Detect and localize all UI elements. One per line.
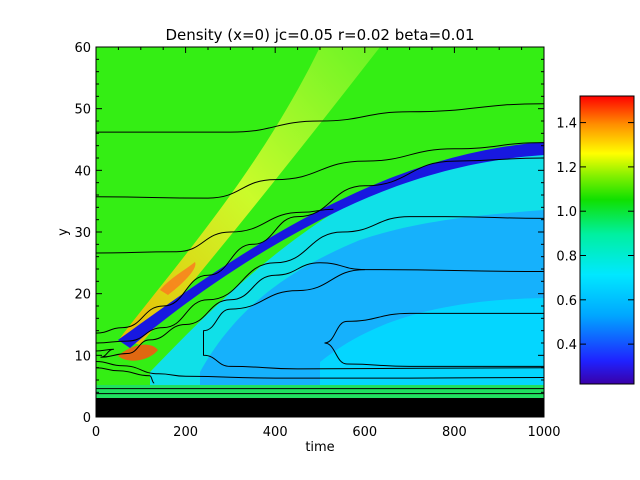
contour-line-front-upper [96, 208, 334, 254]
colorbar: 0.4 0.6 0.8 1.0 1.2 1.4 [556, 95, 635, 385]
contour-line-lower-a [96, 361, 544, 379]
colorbar-tick-label: 0.4 [556, 338, 577, 353]
colorbar-tick-label: 1.2 [556, 161, 577, 176]
contour-line-lower-b [96, 367, 155, 384]
red-spot [118, 344, 158, 361]
y-tick-label: 20 [74, 288, 91, 303]
colorbar-frame [579, 95, 635, 385]
x-tick-label: 400 [263, 425, 288, 440]
contour-line-upper-flat [96, 103, 544, 133]
contour-line-core-b [202, 269, 544, 370]
colorbar-tick-label: 0.6 [556, 294, 577, 309]
contour-lines [96, 103, 544, 414]
plot-area [96, 47, 544, 417]
chart-title: Density (x=0) jc=0.05 r=0.02 beta=0.01 [165, 26, 474, 44]
lower-green-strip [96, 385, 544, 398]
x-axis-label: time [305, 440, 334, 455]
x-tick-label: 800 [442, 425, 467, 440]
contour-line-inner-left [96, 262, 544, 358]
y-axis-label: y [56, 228, 71, 236]
colorbar-tick-label: 1.4 [556, 117, 577, 132]
y-tick-label: 60 [74, 41, 91, 56]
contour-line-core-a [324, 312, 544, 367]
x-tick-label: 200 [173, 425, 198, 440]
x-tick-label: 600 [352, 425, 377, 440]
y-tick-label: 10 [74, 349, 91, 364]
colorbar-tick-label: 0.8 [556, 250, 577, 265]
y-axis: 0 10 20 30 40 50 60 [74, 41, 544, 426]
contour-line-inner-top [96, 216, 544, 344]
cyan-pocket [320, 298, 544, 385]
contour-line-upper-mid [96, 142, 544, 199]
y-tick-label: 30 [74, 226, 91, 241]
colorbar-gradient [580, 96, 634, 384]
y-tick-label: 50 [74, 103, 91, 118]
colorbar-tick-label: 1.0 [556, 205, 577, 220]
x-axis: 0 200 400 600 800 1000 [92, 47, 561, 440]
bottom-band [96, 398, 544, 417]
red-streak [160, 262, 196, 295]
y-tick-label: 40 [74, 164, 91, 179]
x-tick-label: 0 [92, 425, 100, 440]
y-tick-label: 0 [83, 411, 91, 426]
x-tick-label: 1000 [527, 425, 560, 440]
contour-line-front-lower [96, 157, 544, 334]
